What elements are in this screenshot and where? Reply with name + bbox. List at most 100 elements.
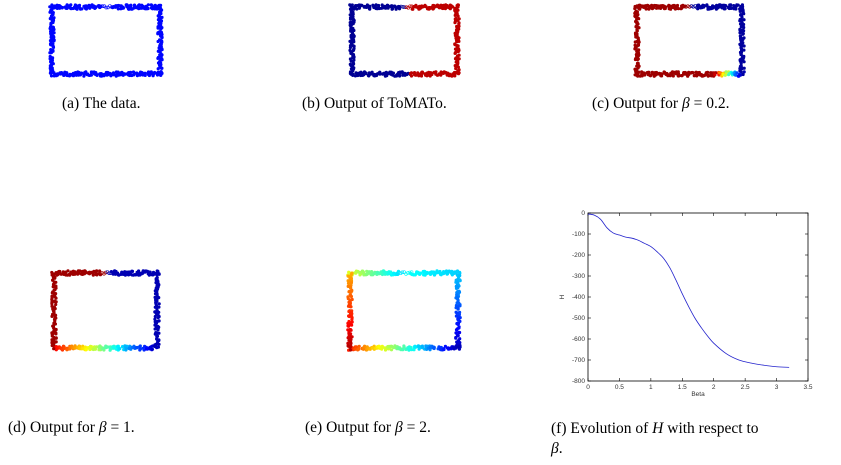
scatter-point bbox=[421, 5, 425, 9]
scatter-point bbox=[50, 60, 54, 64]
scatter-point bbox=[419, 74, 424, 78]
scatter-rectangle-a bbox=[48, 3, 164, 78]
scatter-point bbox=[738, 19, 742, 23]
scatter-point bbox=[365, 272, 369, 276]
scatter-point bbox=[400, 70, 404, 74]
x-tick-label: 3 bbox=[775, 384, 779, 391]
scatter-point bbox=[364, 72, 368, 76]
scatter-point bbox=[157, 283, 161, 287]
scatter-point bbox=[160, 48, 164, 52]
scatter-point bbox=[54, 328, 58, 332]
scatter-point bbox=[682, 4, 687, 9]
scatter-point bbox=[413, 345, 417, 349]
scatter-point bbox=[50, 314, 54, 318]
scatter-point bbox=[446, 346, 450, 350]
scatter-point bbox=[130, 269, 134, 273]
scatter-point bbox=[456, 322, 461, 326]
scatter-point bbox=[159, 23, 163, 27]
scatter-point bbox=[359, 3, 363, 7]
scatter-point bbox=[153, 323, 157, 327]
scatter-point bbox=[406, 271, 410, 275]
scatter-point bbox=[69, 3, 73, 7]
scatter-point bbox=[457, 21, 461, 25]
scatter-point bbox=[110, 270, 115, 275]
scatter-point bbox=[349, 272, 353, 277]
scatter-point bbox=[702, 73, 706, 78]
scatter-points-b bbox=[348, 3, 461, 78]
scatter-point bbox=[376, 271, 380, 275]
scatter-point bbox=[370, 70, 374, 74]
scatter-point bbox=[739, 13, 743, 17]
scatter-point bbox=[78, 7, 83, 11]
scatter-point bbox=[65, 348, 69, 352]
scatter-point bbox=[368, 6, 372, 10]
scatter-point bbox=[742, 36, 746, 40]
scatter-point bbox=[144, 7, 148, 11]
scatter-point bbox=[155, 335, 159, 339]
scatter-point bbox=[104, 5, 108, 10]
series-line-h bbox=[587, 213, 790, 368]
scatter-point bbox=[458, 271, 462, 275]
scatter-point bbox=[663, 6, 667, 11]
scatter-point bbox=[702, 4, 706, 8]
y-tick-label: -500 bbox=[572, 315, 585, 322]
scatter-point bbox=[54, 332, 58, 336]
scatter-point bbox=[738, 69, 742, 73]
scatter-point bbox=[691, 71, 695, 75]
scatter-point bbox=[738, 9, 742, 13]
scatter-point bbox=[672, 3, 676, 8]
scatter-point bbox=[156, 32, 160, 36]
scatter-point bbox=[160, 15, 164, 19]
scatter-point bbox=[73, 344, 77, 348]
scatter-point bbox=[64, 270, 68, 274]
scatter-point bbox=[50, 302, 54, 306]
scatter-point bbox=[51, 275, 55, 279]
scatter-point bbox=[417, 347, 421, 351]
scatter-point bbox=[392, 4, 396, 8]
scatter-point bbox=[160, 66, 164, 70]
scatter-rectangle-d bbox=[50, 269, 161, 352]
scatter-point bbox=[718, 71, 722, 75]
scatter-point bbox=[98, 4, 103, 9]
scatter-point bbox=[635, 28, 639, 32]
scatter-point bbox=[455, 58, 459, 62]
scatter-point bbox=[137, 6, 141, 10]
scatter-point bbox=[742, 54, 746, 58]
scatter-point bbox=[389, 70, 393, 74]
figure-a bbox=[40, 0, 170, 85]
scatter-point bbox=[370, 270, 374, 274]
scatter-point bbox=[418, 272, 422, 276]
scatter-point bbox=[122, 72, 127, 76]
scatter-point bbox=[349, 28, 353, 33]
scatter-point bbox=[386, 272, 391, 276]
scatter-point bbox=[637, 40, 641, 44]
scatter-point bbox=[154, 344, 158, 348]
scatter-point bbox=[77, 271, 81, 275]
scatter-point bbox=[677, 74, 681, 78]
scatter-point bbox=[58, 269, 62, 274]
scatter-point bbox=[457, 344, 461, 349]
scatter-point bbox=[160, 58, 164, 62]
scatter-point bbox=[739, 40, 743, 44]
scatter-point bbox=[675, 4, 679, 8]
scatter-point bbox=[156, 49, 160, 53]
scatter-point bbox=[738, 31, 742, 35]
scatter-point bbox=[739, 65, 743, 69]
scatter-point bbox=[454, 66, 458, 71]
scatter-point bbox=[138, 344, 142, 348]
scatter-point bbox=[130, 73, 134, 78]
scatter-point bbox=[453, 21, 457, 25]
scatter-point bbox=[448, 270, 453, 274]
scatter-point bbox=[71, 71, 75, 75]
scatter-point bbox=[137, 269, 141, 273]
scatter-point bbox=[107, 271, 111, 275]
scatter-points-c bbox=[633, 3, 746, 78]
scatter-point bbox=[152, 72, 156, 76]
scatter-point bbox=[451, 5, 455, 9]
scatter-point bbox=[671, 74, 675, 78]
scatter-point bbox=[441, 6, 445, 11]
scatter-point bbox=[159, 27, 163, 31]
scatter-point bbox=[669, 71, 673, 75]
scatter-point bbox=[686, 4, 690, 8]
scatter-point bbox=[453, 64, 457, 68]
